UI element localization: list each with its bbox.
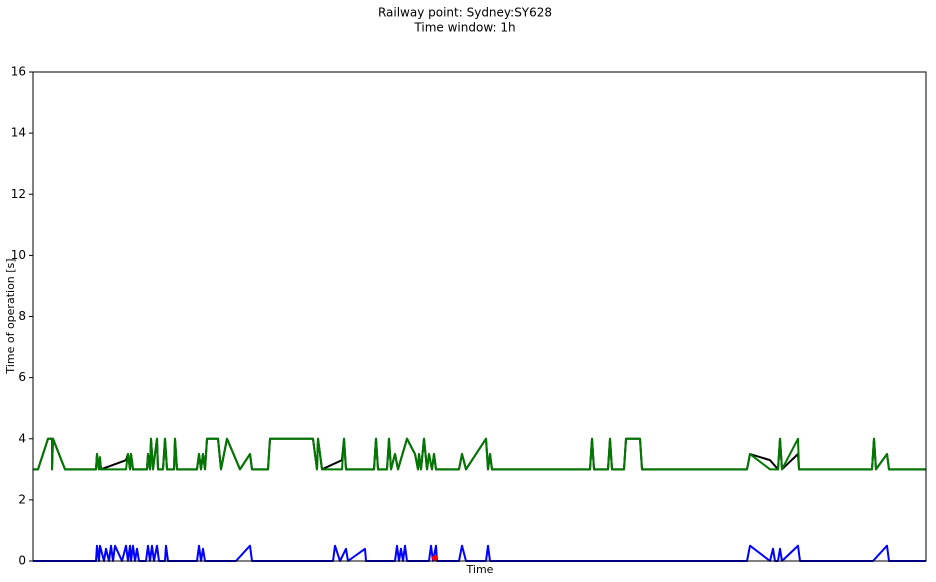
y-tick-label: 16 (11, 65, 26, 79)
y-tick-label: 6 (18, 370, 26, 384)
y-tick-label: 4 (18, 431, 26, 445)
chart-subtitle: Time window: 1h (413, 21, 515, 35)
y-tick-label: 14 (11, 126, 26, 140)
y-tick-label: 2 (18, 492, 26, 506)
y-axis-label: Time of operation [s] (4, 258, 17, 374)
y-tick-label: 0 (18, 554, 26, 568)
data-line (33, 437, 926, 471)
y-tick-label: 12 (11, 187, 26, 201)
x-axis-label: Time (466, 563, 494, 576)
y-tick-label: 8 (18, 309, 26, 323)
data-line (33, 544, 926, 562)
y-tick-label: 10 (11, 248, 26, 262)
data-point (432, 554, 438, 561)
chart-title: Railway point: Sydney:SY628 (378, 6, 552, 20)
plot-frame (32, 71, 927, 562)
